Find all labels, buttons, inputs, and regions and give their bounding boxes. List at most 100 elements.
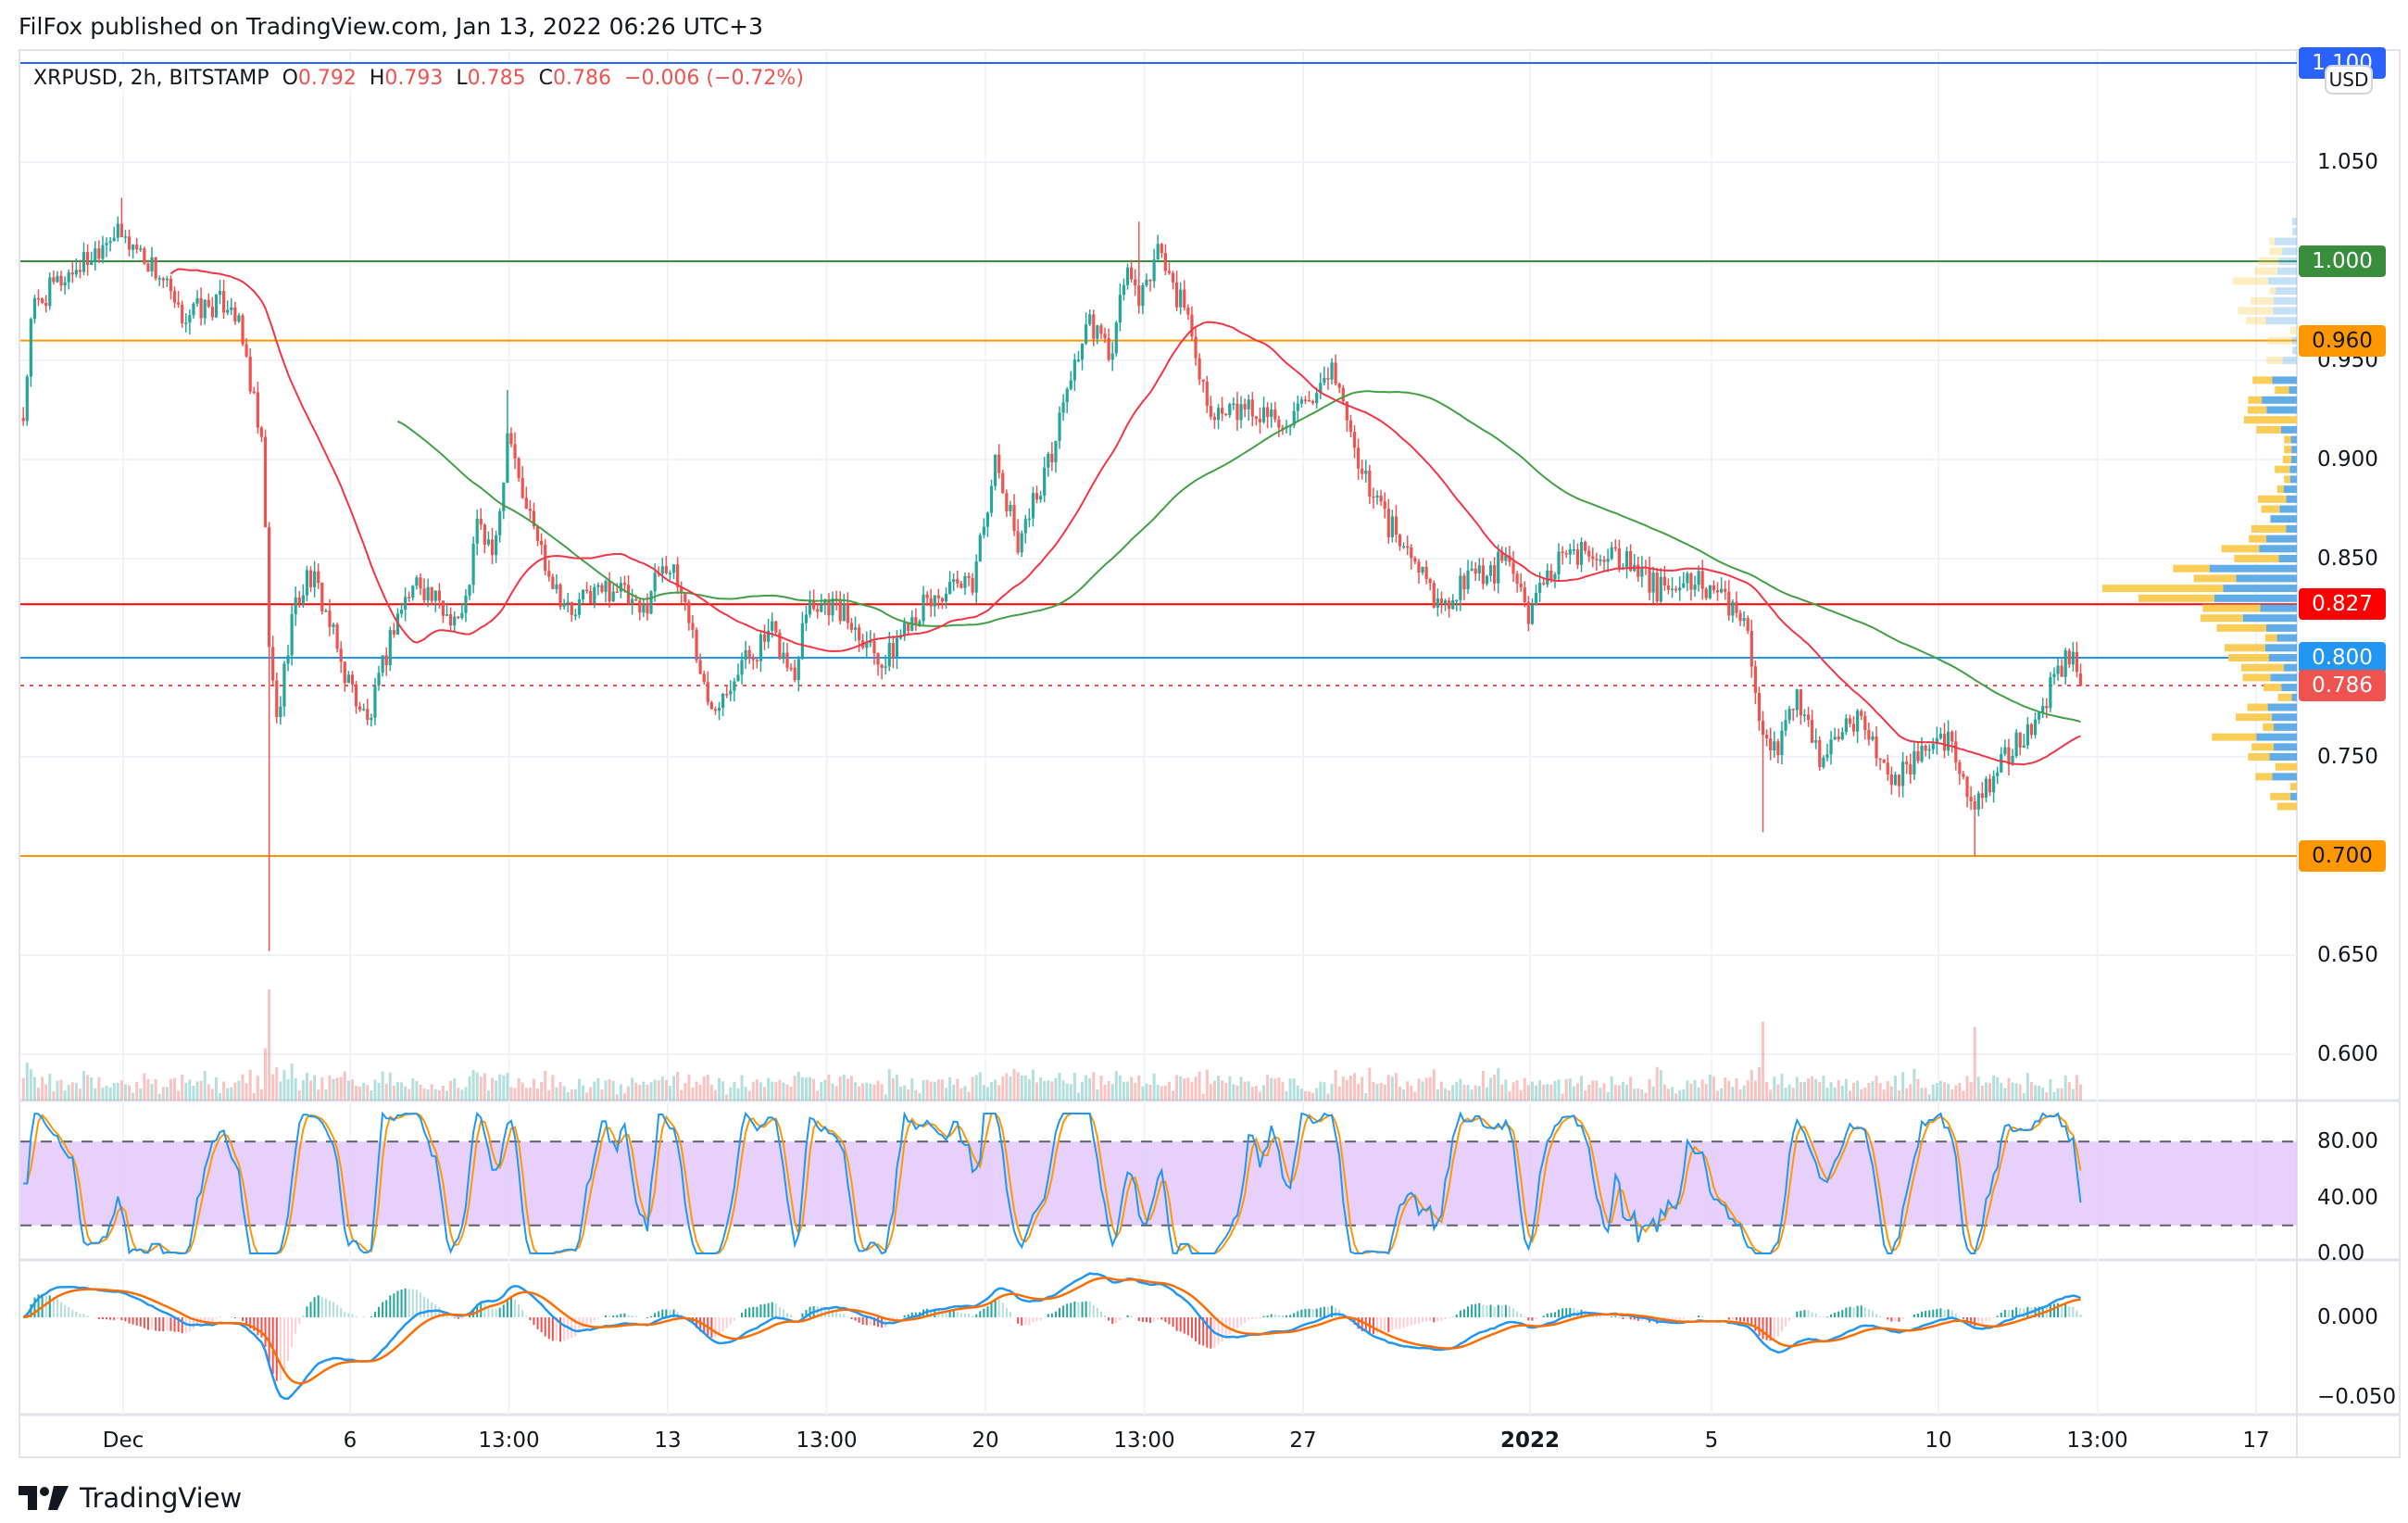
candle <box>1549 570 1553 580</box>
candle <box>1863 715 1867 731</box>
volume-bar <box>1795 1076 1799 1101</box>
volume-bar <box>1762 1021 1765 1101</box>
candle <box>1920 745 1924 762</box>
macd-histogram-bar <box>658 1311 660 1317</box>
candle <box>509 433 513 445</box>
candle <box>812 600 816 610</box>
currency-button[interactable]: USD <box>2325 65 2373 94</box>
candle <box>123 236 128 238</box>
volume-bar <box>1451 1085 1455 1101</box>
macd-histogram-bar <box>896 1317 898 1321</box>
macd-histogram-bar <box>2000 1312 2002 1317</box>
macd-histogram-bar <box>1448 1317 1450 1319</box>
candle <box>313 571 317 587</box>
candle <box>445 614 449 616</box>
volume-bar <box>177 1090 181 1101</box>
candle <box>237 315 241 322</box>
macd-histogram-bar <box>158 1317 161 1332</box>
macd-histogram-bar <box>1773 1317 1775 1339</box>
candle <box>706 682 709 702</box>
macd-histogram-bar <box>2038 1306 2040 1317</box>
volume-bar <box>346 1080 350 1101</box>
volume-profile-down <box>2243 416 2297 424</box>
volume-bar <box>2003 1088 2007 1101</box>
macd-histogram-bar <box>888 1317 891 1325</box>
candle <box>1579 541 1584 565</box>
candle <box>709 701 713 710</box>
macd-histogram-bar <box>1996 1315 1999 1317</box>
macd-histogram-bar <box>340 1308 343 1317</box>
price-axis-label: 0.600 <box>2317 1042 2378 1066</box>
price-line-tag[interactable]: 0.700 <box>2299 840 2386 872</box>
volume-bar <box>1250 1087 1254 1101</box>
macd-histogram-bar <box>1054 1311 1057 1317</box>
price-line-tag[interactable]: 0.960 <box>2299 324 2386 357</box>
candle <box>1069 380 1072 389</box>
volume-bar <box>1742 1085 1746 1101</box>
low-label: L <box>456 67 468 90</box>
macd-histogram-bar <box>86 1315 89 1317</box>
candle <box>471 543 475 585</box>
candle <box>1712 585 1716 591</box>
candle <box>744 649 747 661</box>
macd-histogram-bar <box>1190 1317 1193 1339</box>
price-line-tag[interactable]: 0.800 <box>2299 642 2386 673</box>
volume-bar <box>1613 1084 1617 1101</box>
macd-histogram-bar <box>37 1294 40 1317</box>
candle <box>551 576 555 589</box>
candle <box>78 270 82 272</box>
volume-profile-down <box>2269 237 2276 245</box>
volume-bar <box>445 1090 449 1101</box>
candle <box>297 597 301 604</box>
volume-bar <box>884 1094 887 1101</box>
candle <box>415 577 419 586</box>
volume-bar <box>1640 1089 1644 1101</box>
price-line-tag[interactable]: 0.827 <box>2299 588 2386 621</box>
candle <box>929 598 933 607</box>
candle <box>1386 509 1390 537</box>
candle <box>384 655 388 666</box>
volume-bar <box>1323 1082 1326 1101</box>
volume-profile-down <box>2225 644 2265 652</box>
volume-bar <box>1530 1081 1534 1101</box>
candle <box>838 598 842 622</box>
volume-bar <box>684 1083 687 1101</box>
candle <box>498 510 502 535</box>
macd-histogram-bar <box>1273 1314 1276 1317</box>
volume-bar <box>1448 1089 1451 1101</box>
candle <box>1221 408 1224 414</box>
volume-bar <box>1417 1078 1421 1101</box>
candle <box>1337 384 1341 388</box>
candle <box>1190 314 1194 337</box>
volume-bar <box>2060 1088 2063 1101</box>
volume-bar <box>1938 1080 1942 1101</box>
price-line-tag[interactable]: 0.786 <box>2299 669 2386 701</box>
tradingview-logo[interactable]: TradingView <box>19 1482 242 1514</box>
symbol-info[interactable]: XRPUSD, 2h, BITSTAMP <box>33 67 270 90</box>
macd-histogram-bar <box>1584 1310 1587 1317</box>
chart-frame[interactable] <box>19 49 2401 1458</box>
macd-histogram-bar <box>582 1317 584 1328</box>
candle <box>1232 403 1235 406</box>
volume-bar <box>430 1084 433 1101</box>
stoch-d-line <box>23 1113 2082 1255</box>
candle <box>282 663 286 707</box>
candle <box>1383 501 1386 510</box>
price-line-tag[interactable]: 1.000 <box>2299 245 2386 277</box>
candle <box>642 604 646 613</box>
volume-bar <box>1493 1074 1497 1101</box>
candle <box>1439 598 1444 605</box>
volume-profile-down <box>2238 307 2274 315</box>
macd-histogram-bar <box>1455 1315 1458 1317</box>
volume-bar <box>967 1091 971 1101</box>
volume-bar <box>1311 1092 1315 1101</box>
volume-bar <box>532 1078 535 1101</box>
candle <box>1731 601 1735 616</box>
macd-histogram-bar <box>696 1317 698 1328</box>
stoch-axis-label: 0.00 <box>2317 1241 2365 1265</box>
volume-profile-down <box>2266 357 2283 364</box>
macd-histogram-bar <box>748 1307 751 1317</box>
volume-bar <box>408 1089 411 1101</box>
volume-bar <box>733 1081 736 1101</box>
